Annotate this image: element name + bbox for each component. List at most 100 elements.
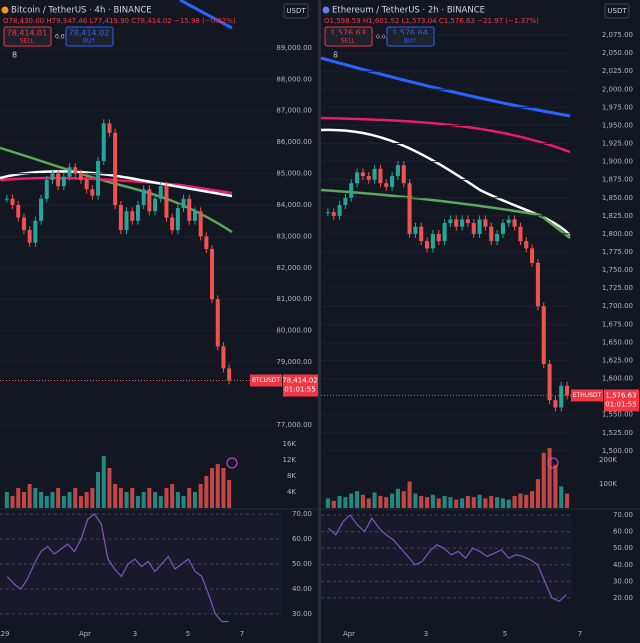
volume-bar — [84, 492, 89, 508]
candle — [135, 204, 140, 221]
candle — [535, 262, 540, 307]
volume-bar — [27, 484, 32, 508]
symbol-tag — [250, 374, 282, 387]
candle — [530, 248, 535, 263]
candle — [164, 186, 169, 218]
rsi-line — [6, 513, 229, 623]
volume-bar — [454, 499, 459, 508]
candle — [61, 176, 66, 187]
candle — [506, 219, 511, 224]
volume-bar — [96, 472, 101, 508]
price-tick-label: 1,725.00 — [602, 284, 633, 292]
volume-bar — [477, 494, 482, 508]
volume-bar — [495, 497, 500, 508]
volume-bar — [33, 488, 38, 508]
candle — [170, 217, 175, 231]
candle — [90, 189, 95, 196]
volume-bar — [331, 500, 336, 508]
candle — [187, 198, 192, 221]
volume-bar — [407, 481, 412, 508]
price-tick-label: 1,600.00 — [602, 375, 633, 383]
candle — [343, 197, 348, 205]
countdown: 01:01:55 — [284, 385, 315, 393]
volume-bar — [465, 495, 470, 508]
candle — [390, 176, 395, 187]
price-tick-label: 1,925.00 — [602, 140, 633, 148]
sell-button[interactable] — [3, 26, 52, 47]
candle — [73, 167, 78, 174]
candle — [4, 198, 9, 200]
indicator-count: 8 — [333, 51, 338, 60]
price-tick-label: 77,000.00 — [276, 421, 312, 429]
volume-bar — [90, 488, 95, 508]
currency-button[interactable] — [283, 3, 309, 19]
rsi-tick-label: 60.00 — [292, 535, 312, 543]
buy-button[interactable] — [386, 26, 435, 47]
last-price: 1,576.63 — [605, 391, 636, 399]
volume-bar — [44, 496, 49, 508]
candle — [471, 223, 476, 234]
candle — [430, 233, 435, 249]
volume-bar — [565, 493, 570, 508]
volume-tick-label: 12K — [283, 456, 297, 464]
price-tick-label: 1,975.00 — [602, 103, 633, 111]
candle — [541, 306, 546, 365]
price-tick-label: 83,000.00 — [276, 232, 312, 240]
candle — [21, 217, 26, 231]
buy-price: 78,414.02 — [69, 29, 110, 38]
candle — [372, 168, 377, 180]
candle — [378, 168, 383, 184]
volume-bar — [535, 479, 540, 508]
volume-bar — [384, 497, 389, 508]
currency: USDT — [286, 7, 306, 15]
price-tick-label: 87,000.00 — [276, 107, 312, 115]
buy-label: BUY — [83, 38, 96, 45]
price-tick-label: 2,050.00 — [602, 49, 633, 57]
price-tick-label: 1,900.00 — [602, 158, 633, 166]
volume-bar — [164, 488, 169, 508]
volume-bar — [430, 494, 435, 508]
candle — [518, 226, 523, 242]
sell-button[interactable] — [324, 26, 373, 47]
candle — [547, 364, 552, 401]
volume-bar — [10, 496, 15, 508]
candle — [460, 219, 465, 227]
symbol-icon — [1, 6, 9, 14]
date-label: Apr — [343, 630, 355, 638]
volume-bar — [442, 495, 447, 508]
candle — [477, 219, 482, 234]
currency-button[interactable] — [604, 3, 630, 19]
symbol-tag — [571, 389, 603, 402]
moving-average — [179, 0, 233, 30]
candle — [524, 241, 529, 249]
volume-bar — [524, 494, 529, 508]
price-tick-label: 88,000.00 — [276, 75, 312, 83]
price-tick-label: 1,875.00 — [602, 176, 633, 184]
date-label: 5 — [186, 630, 190, 638]
volume-bar — [21, 492, 26, 508]
buy-button[interactable] — [65, 26, 114, 47]
volume-bar — [518, 493, 523, 508]
spread: 0.01 — [55, 34, 69, 41]
candle — [355, 172, 360, 184]
volume-bar — [124, 492, 129, 508]
volume-bar — [170, 484, 175, 508]
volume-bar — [39, 492, 44, 508]
candle — [192, 211, 197, 221]
price-tick-label: 79,000.00 — [276, 358, 312, 366]
chart-title: Ethereum / TetherUS · 2h · BINANCE — [332, 6, 485, 16]
volume-tick-label: 100K — [599, 480, 617, 488]
candle — [210, 248, 215, 300]
candle — [130, 211, 135, 221]
volume-bar — [141, 492, 146, 508]
volume-bar — [215, 464, 220, 508]
candle — [454, 219, 459, 227]
volume-bar — [175, 492, 180, 508]
price-tick-label: 89,000.00 — [276, 44, 312, 52]
candle — [33, 220, 38, 243]
volume-bar — [500, 498, 505, 508]
price-tick-label: 1,550.00 — [602, 411, 633, 419]
candle — [215, 299, 220, 347]
alert-icon[interactable] — [226, 457, 238, 469]
volume-bar — [395, 488, 400, 508]
